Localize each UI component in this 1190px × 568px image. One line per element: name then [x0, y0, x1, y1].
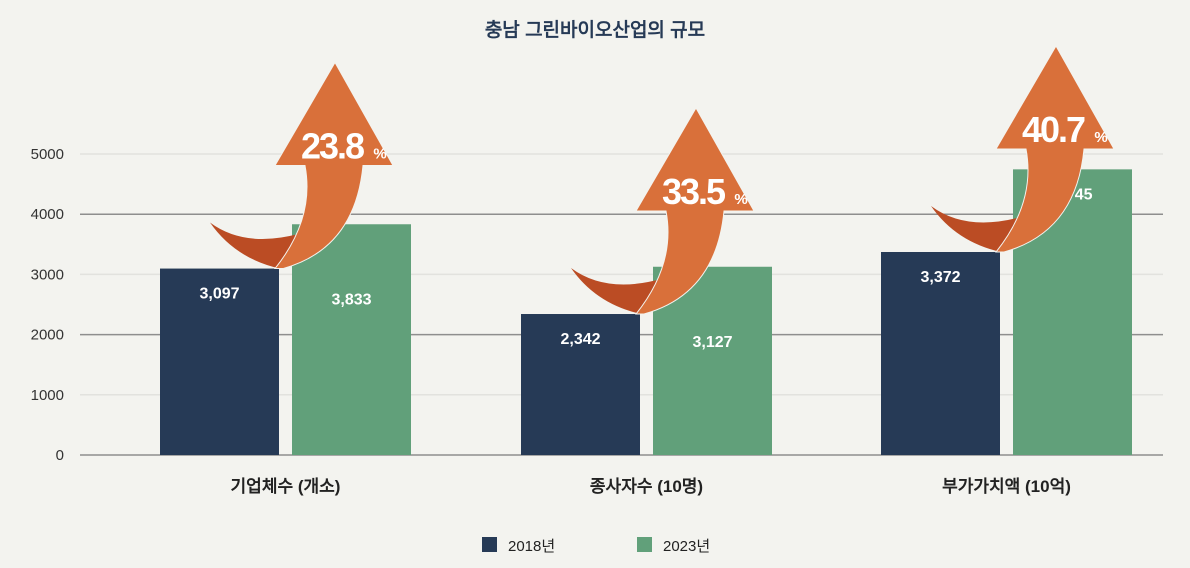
data-label: 3,833	[331, 291, 371, 308]
growth-arrow-tail	[931, 206, 1021, 253]
x-category-label: 기업체수 (개소)	[231, 477, 341, 496]
growth-percent: 23.8	[301, 126, 364, 167]
y-tick-label: 3000	[31, 266, 64, 283]
x-category-label: 부가가치액 (10억)	[942, 477, 1071, 496]
data-label: 3,097	[199, 286, 239, 303]
legend-swatch	[637, 537, 652, 552]
growth-percent-unit: %	[1094, 129, 1107, 146]
bar-2018	[160, 268, 279, 455]
y-tick-label: 2000	[31, 327, 64, 344]
x-category-label: 종사자수 (10명)	[590, 477, 703, 496]
y-tick-label: 4000	[31, 206, 64, 223]
legend-label: 2018년	[508, 538, 555, 555]
y-tick-label: 5000	[31, 146, 64, 163]
growth-arrow-icon	[273, 61, 394, 270]
bar-2023	[292, 224, 411, 455]
growth-arrow-tail	[571, 268, 661, 315]
growth-arrow-icon	[994, 44, 1115, 253]
growth-percent: 40.7	[1022, 109, 1085, 150]
y-tick-label: 1000	[31, 387, 64, 404]
data-label: 3,127	[692, 334, 732, 351]
bar-2018	[881, 252, 1000, 455]
legend-label: 2023년	[663, 538, 710, 555]
chart-title: 충남 그린바이오산업의 규모	[485, 19, 705, 41]
legend-swatch	[482, 537, 497, 552]
growth-percent-unit: %	[734, 191, 747, 208]
growth-arrow-tail	[210, 222, 300, 269]
growth-percent-unit: %	[373, 146, 386, 163]
y-tick-label: 0	[56, 447, 64, 464]
data-label: 3,372	[920, 269, 960, 286]
growth-percent: 33.5	[662, 171, 726, 212]
data-label: 2,342	[560, 331, 600, 348]
bar-2018	[521, 314, 640, 455]
growth-arrow-icon	[634, 107, 755, 315]
